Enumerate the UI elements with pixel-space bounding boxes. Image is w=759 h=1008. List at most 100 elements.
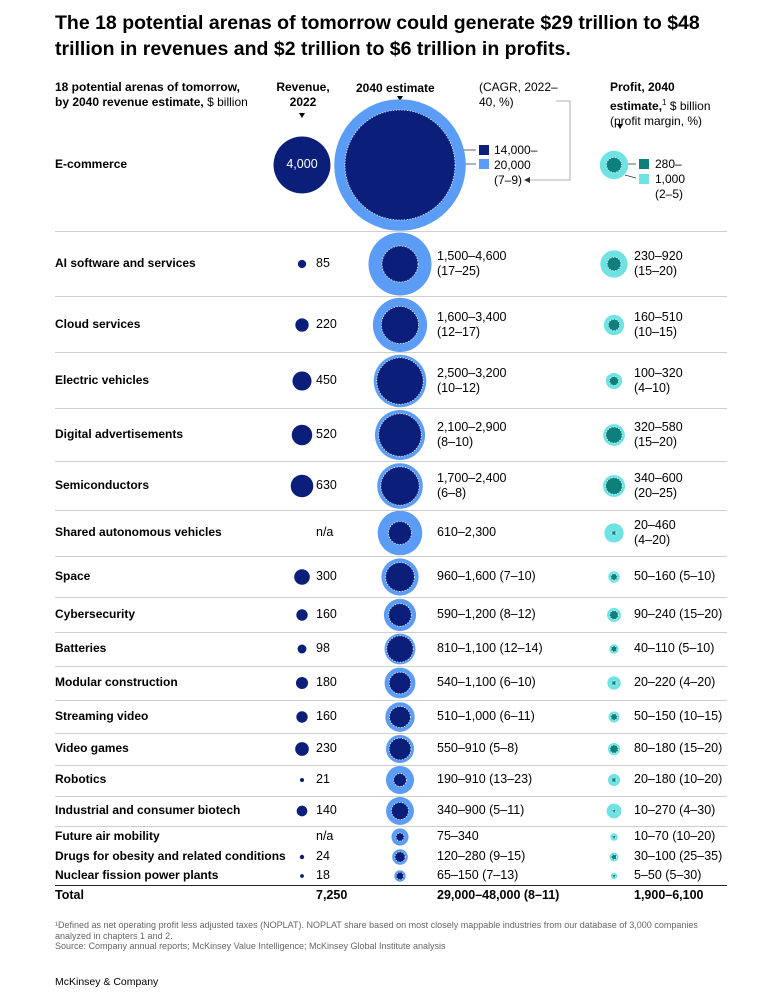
estimate-cagr-electric-vehicles: (10–12)	[437, 381, 481, 395]
cagr-column-header: (CAGR, 2022–40, %)	[479, 80, 558, 109]
profit-low-bubble-batteries	[610, 645, 618, 653]
revenue-label-ai-software-and-services: 85	[316, 256, 330, 270]
row-divider	[55, 296, 727, 297]
row-divider	[55, 352, 727, 353]
revenue-bubble-streaming-video	[296, 711, 308, 723]
estimate-low-bubble-batteries	[386, 635, 414, 663]
estimate-low-bubble-robotics	[393, 773, 407, 787]
profit-legend-swatch-low	[639, 174, 649, 184]
legend-swatch-low	[479, 159, 489, 169]
profit-header-bold: Profit, 2040 estimate,	[610, 80, 675, 113]
row-divider	[55, 826, 727, 827]
row-label-e-commerce: E-commerce	[55, 157, 128, 171]
row-divider	[55, 510, 727, 511]
revenue-bubble-drugs-for-obesity-and-related-conditions	[299, 854, 305, 860]
chart-title: The 18 potential arenas of tomorrow coul…	[55, 12, 700, 60]
estimate-cagr-ai-software-and-services: (17–25)	[437, 264, 481, 278]
profit-label-future-air-mobility: 10–70 (10–20)	[634, 829, 716, 843]
profit-margin-ai-software-and-services: (15–20)	[634, 264, 678, 278]
row-divider	[55, 765, 727, 766]
profit-label-space: 50–160 (5–10)	[634, 569, 716, 583]
profit-header-footnote-mark: 1	[662, 98, 667, 107]
revenue-header-line2: 2022	[289, 95, 317, 109]
revenue-label-video-games: 230	[316, 741, 337, 755]
revenue-bubble-space	[294, 569, 310, 585]
row-divider	[55, 597, 727, 598]
revenue-label-shared-autonomous-vehicles: n/a	[316, 525, 334, 539]
profit-label-robotics: 20–180 (10–20)	[634, 772, 723, 786]
row-divider	[55, 408, 727, 409]
estimate-low-bubble-shared-autonomous-vehicles	[388, 521, 412, 545]
row-label-drugs-for-obesity-and-related-conditions: Drugs for obesity and related conditions	[55, 849, 286, 863]
revenue-label-drugs-for-obesity-and-related-conditions: 24	[316, 849, 330, 863]
profit-label-nuclear-fission-power-plants: 5–50 (5–30)	[634, 868, 702, 882]
profit-label-cloud-services: 160–510	[634, 310, 683, 324]
source-note: Source: Company annual reports; McKinsey…	[55, 941, 446, 951]
profit-legend-margin: (2–5)	[655, 187, 684, 201]
estimate-label-drugs-for-obesity-and-related-conditions: 120–280 (9–15)	[437, 849, 526, 863]
estimate-low-bubble-cloud-services	[380, 305, 419, 344]
profit-low-bubble-industrial-and-consumer-biotech	[612, 809, 616, 813]
estimate-low-bubble-semiconductors	[380, 466, 420, 506]
row-label-video-games: Video games	[55, 741, 129, 755]
estimate-label-nuclear-fission-power-plants: 65–150 (7–13)	[437, 868, 519, 882]
estimate-low-bubble-streaming-video	[389, 706, 411, 728]
estimate-label-ai-software-and-services: 1,500–4,600	[437, 249, 507, 263]
profit-label-drugs-for-obesity-and-related-conditions: 30–100 (25–35)	[634, 849, 723, 863]
row-label-space: Space	[55, 569, 91, 583]
estimate-header-arrow	[397, 96, 403, 101]
profit-column-header: Profit, 2040 estimate,1 $ billion (profi…	[610, 80, 725, 129]
revenue-label-nuclear-fission-power-plants: 18	[316, 868, 330, 882]
profit-margin-semiconductors: (20–25)	[634, 486, 678, 500]
profit-label-streaming-video: 50–150 (10–15)	[634, 709, 723, 723]
estimate-label-streaming-video: 510–1,000 (6–11)	[437, 709, 535, 723]
estimate-legend-high: 14,000–	[494, 143, 538, 157]
profit-header-unit: $ billion	[666, 99, 711, 113]
profit-low-bubble-video-games	[609, 744, 619, 754]
revenue-header-arrow	[299, 113, 305, 118]
profit-low-bubble-future-air-mobility	[612, 835, 616, 839]
estimate-low-bubble-future-air-mobility	[395, 832, 405, 842]
profit-margin-cloud-services: (10–15)	[634, 325, 678, 339]
profit-low-bubble-electric-vehicles	[609, 376, 619, 386]
profit-label-modular-construction: 20–220 (4–20)	[634, 675, 716, 689]
profit-legend-high: 280–	[655, 157, 682, 171]
row-label-shared-autonomous-vehicles: Shared autonomous vehicles	[55, 525, 222, 539]
row-label-robotics: Robotics	[55, 772, 107, 786]
row-label-cloud-services: Cloud services	[55, 317, 141, 331]
row-divider	[55, 632, 727, 633]
row-divider	[55, 733, 727, 734]
revenue-bubble-nuclear-fission-power-plants	[300, 874, 304, 878]
cagr-leader-line	[530, 100, 571, 181]
estimate-label-industrial-and-consumer-biotech: 340–900 (5–11)	[437, 803, 525, 817]
brand-logo: McKinsey & Company	[55, 976, 159, 988]
profit-low-bubble-nuclear-fission-power-plants	[612, 874, 616, 878]
revenue-bubble-ai-software-and-services	[297, 259, 307, 269]
revenue-label-cybersecurity: 160	[316, 607, 337, 621]
revenue-bubble-robotics	[299, 777, 305, 783]
estimate-cagr-semiconductors: (6–8)	[437, 486, 467, 500]
profit-low-bubble-shared-autonomous-vehicles	[611, 530, 617, 536]
revenue-label-batteries: 98	[316, 641, 330, 655]
estimate-low-bubble-ai-software-and-services	[381, 245, 419, 283]
profit-legend-low-leader	[624, 174, 637, 179]
revenue-label-future-air-mobility: n/a	[316, 829, 334, 843]
revenue-label-industrial-and-consumer-biotech: 140	[316, 803, 337, 817]
estimate-label-robotics: 190–910 (13–23)	[437, 772, 533, 786]
row-label-nuclear-fission-power-plants: Nuclear fission power plants	[55, 868, 219, 882]
legend-swatch-high	[479, 145, 489, 155]
revenue-label-modular-construction: 180	[316, 675, 337, 689]
row-label-industrial-and-consumer-biotech: Industrial and consumer biotech	[55, 803, 241, 817]
estimate-low-bubble-industrial-and-consumer-biotech	[391, 802, 409, 820]
revenue-label-streaming-video: 160	[316, 709, 337, 723]
estimate-low-bubble-digital-advertisements	[378, 413, 422, 457]
estimate-low-bubble-nuclear-fission-power-plants	[395, 871, 405, 881]
row-divider	[55, 556, 727, 557]
row-label-digital-advertisements: Digital advertisements	[55, 427, 184, 441]
revenue-label-cloud-services: 220	[316, 317, 337, 331]
estimate-legend-text: 14,000– 20,000 (7–9)	[494, 143, 564, 188]
arenas-column-header: 18 potential arenas of tomorrow, by 2040…	[55, 80, 255, 110]
estimate-label-digital-advertisements: 2,100–2,900	[437, 420, 507, 434]
estimate-low-bubble-electric-vehicles	[376, 357, 424, 405]
